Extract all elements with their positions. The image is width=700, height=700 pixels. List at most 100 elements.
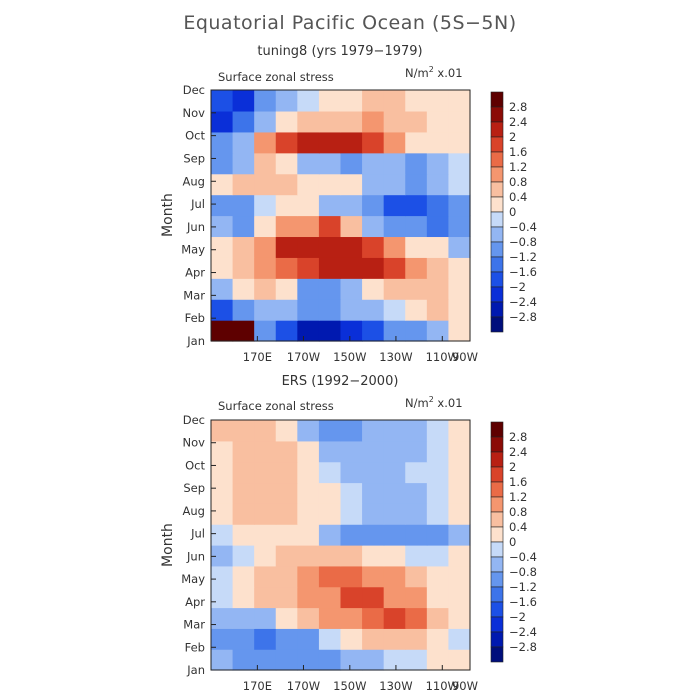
heatmap-cell (297, 586, 320, 609)
colorbar-swatch (490, 466, 504, 483)
heatmap-cell (340, 628, 363, 650)
heatmap-cell (254, 257, 277, 279)
heatmap-cell (405, 420, 428, 442)
heatmap-cell (383, 440, 406, 463)
heatmap-cell (275, 482, 298, 504)
panel-2-subtitle: ERS (1992−2000) (281, 374, 399, 389)
y-tick-label: Feb (185, 311, 205, 325)
heatmap-cell (211, 565, 234, 588)
heatmap-cell (254, 482, 277, 504)
heatmap-cell (275, 565, 298, 588)
heatmap-cell (383, 194, 406, 217)
colorbar-label: −1.2 (509, 580, 537, 594)
panel-2-units-scale: x.01 (433, 395, 463, 410)
heatmap-cell (405, 236, 428, 258)
colorbar-swatch (490, 451, 504, 468)
heatmap-cell (340, 565, 363, 588)
heatmap-cell (211, 628, 234, 650)
heatmap-cell (362, 257, 385, 279)
heatmap-cell (254, 194, 277, 217)
colorbar-swatch (490, 571, 504, 588)
plot-frame (210, 419, 471, 671)
heatmap-cell (275, 440, 298, 463)
heatmap-cell (362, 649, 385, 671)
heatmap-cell (340, 586, 363, 609)
heatmap-cell (297, 110, 320, 133)
colorbar-swatch (490, 181, 504, 198)
colorbar-label: 1.6 (509, 475, 527, 489)
panel-1-units-scale: x.01 (433, 65, 463, 80)
heatmap-cell (362, 482, 385, 504)
heatmap-cell (383, 278, 406, 300)
heatmap-cell (383, 565, 406, 588)
heatmap-cell (297, 90, 320, 112)
heatmap-cell (383, 215, 406, 238)
heatmap-cell (211, 503, 234, 525)
heatmap-cell (318, 90, 342, 112)
heatmap-cell (232, 320, 255, 342)
colorbar-swatch (490, 241, 504, 258)
heatmap-cell (362, 110, 385, 133)
heatmap-cell (340, 545, 363, 567)
heatmap-cell (254, 299, 277, 321)
x-tick-label: 130W (379, 679, 412, 693)
heatmap-cell (340, 257, 363, 279)
heatmap-cell (426, 194, 450, 217)
heatmap-cell (275, 545, 298, 567)
heatmap-cell (405, 320, 428, 342)
y-tick-label: Apr (185, 266, 205, 280)
heatmap-cell (405, 90, 428, 112)
heatmap-cell (405, 215, 428, 238)
colorbar-label: 1.2 (509, 160, 527, 174)
heatmap-cell (254, 586, 277, 609)
heatmap-cell (383, 607, 406, 629)
heatmap-cell (211, 278, 234, 300)
heatmap-cell (318, 461, 342, 484)
colorbar-swatch (490, 421, 504, 438)
heatmap-cell (362, 215, 385, 238)
heatmap-cell (232, 110, 255, 133)
heatmap-cell (318, 131, 342, 154)
heatmap-cell (426, 257, 450, 279)
heatmap-cell (426, 131, 450, 154)
heatmap-cell (362, 565, 385, 588)
heatmap-cell (448, 131, 471, 154)
heatmap-cell (383, 628, 406, 650)
heatmap-cell (426, 420, 450, 442)
heatmap-cell (275, 257, 298, 279)
heatmap-cell (340, 173, 363, 196)
heatmap-cell (318, 482, 342, 504)
heatmap-cell (297, 649, 320, 671)
colorbar-label: 0.4 (509, 520, 527, 534)
heatmap-cell (275, 131, 298, 154)
heatmap-cell (275, 320, 298, 342)
colorbar-label: −0.4 (509, 550, 537, 564)
heatmap-cell (362, 461, 385, 484)
heatmap-cell (340, 131, 363, 154)
heatmap-cell (211, 545, 234, 567)
y-tick-label: Jan (186, 663, 205, 677)
heatmap-cell (340, 649, 363, 671)
heatmap-cell (211, 524, 234, 546)
heatmap-cell (211, 152, 234, 175)
heatmap-cell (426, 607, 450, 629)
heatmap-cell (297, 503, 320, 525)
y-tick-label: Mar (183, 288, 205, 302)
heatmap-cell (405, 194, 428, 217)
heatmap-cell (362, 152, 385, 175)
heatmap-cell (232, 628, 255, 650)
heatmap-cell (275, 420, 298, 442)
heatmap-cell (426, 649, 450, 671)
panel-1-units: N/m2 x.01 (405, 65, 463, 80)
heatmap-cell (426, 565, 450, 588)
panel-2-units-base: N/m (405, 395, 429, 410)
colorbar-swatch (490, 511, 504, 528)
heatmap-cell (318, 545, 342, 567)
heatmap-cell (211, 461, 234, 484)
heatmap-cell (275, 173, 298, 196)
colorbar-label: 1.6 (509, 145, 527, 159)
colorbar-label: −1.6 (509, 265, 537, 279)
figure-title: Equatorial Pacific Ocean (5S−5N) (183, 12, 517, 34)
heatmap-cell (318, 173, 342, 196)
heatmap-cell (275, 299, 298, 321)
